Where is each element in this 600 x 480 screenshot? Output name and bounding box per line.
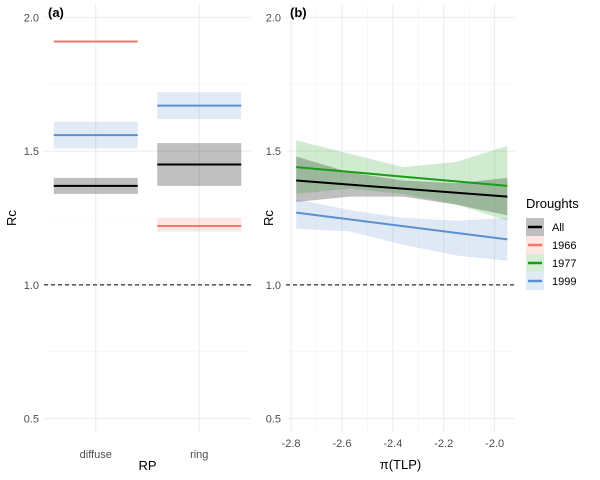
x-tick-label: ring xyxy=(190,449,208,461)
panel-label: (a) xyxy=(48,5,64,20)
panel-label: (b) xyxy=(290,5,307,20)
x-tick-label: -2.6 xyxy=(332,438,351,450)
y-axis-title: Rc xyxy=(261,210,276,226)
y-tick-label: 1.0 xyxy=(266,280,281,292)
legend-title: Droughts xyxy=(526,196,579,211)
trend-line-1977 xyxy=(296,166,508,187)
panel-a: 0.5 1.0 1.5 2.0 diffuse ring (a) RP Rc xyxy=(4,4,251,473)
legend: Droughts All 1966 1977 1999 xyxy=(526,196,579,290)
y-tick-label: 1.5 xyxy=(24,146,39,158)
panel-b: 0.5 1.0 1.5 2.0 -2.8 -2.6 -2.4 -2.2 -2.0 (b) π(TLP… xyxy=(261,4,515,472)
trend-line-1999 xyxy=(296,211,508,241)
y-tick-label: 2.0 xyxy=(266,12,281,24)
y-tick-label: 1.0 xyxy=(24,280,39,292)
ci-band-1966 xyxy=(157,218,242,232)
y-tick-label: 0.5 xyxy=(266,414,281,426)
x-tick-label: -2.2 xyxy=(434,438,453,450)
legend-label: 1977 xyxy=(552,258,576,270)
legend-label: 1999 xyxy=(552,276,576,288)
x-axis-title: RP xyxy=(138,458,156,473)
x-tick-label: -2.4 xyxy=(383,438,402,450)
x-tick-label: diffuse xyxy=(80,449,112,461)
trend-line-All xyxy=(296,179,508,198)
x-tick-label: -2.8 xyxy=(282,438,301,450)
y-tick-label: 2.0 xyxy=(24,12,39,24)
legend-label: All xyxy=(552,222,564,234)
legend-label: 1966 xyxy=(552,240,576,252)
ci-band-All xyxy=(296,156,508,216)
x-axis-title: π(TLP) xyxy=(380,457,421,472)
y-axis-title: Rc xyxy=(4,210,19,226)
ci-band-1999 xyxy=(296,199,508,261)
y-tick-label: 1.5 xyxy=(266,146,281,158)
x-tick-label: -2.0 xyxy=(485,438,504,450)
ci-band-1977 xyxy=(296,140,508,221)
y-tick-label: 0.5 xyxy=(24,414,39,426)
